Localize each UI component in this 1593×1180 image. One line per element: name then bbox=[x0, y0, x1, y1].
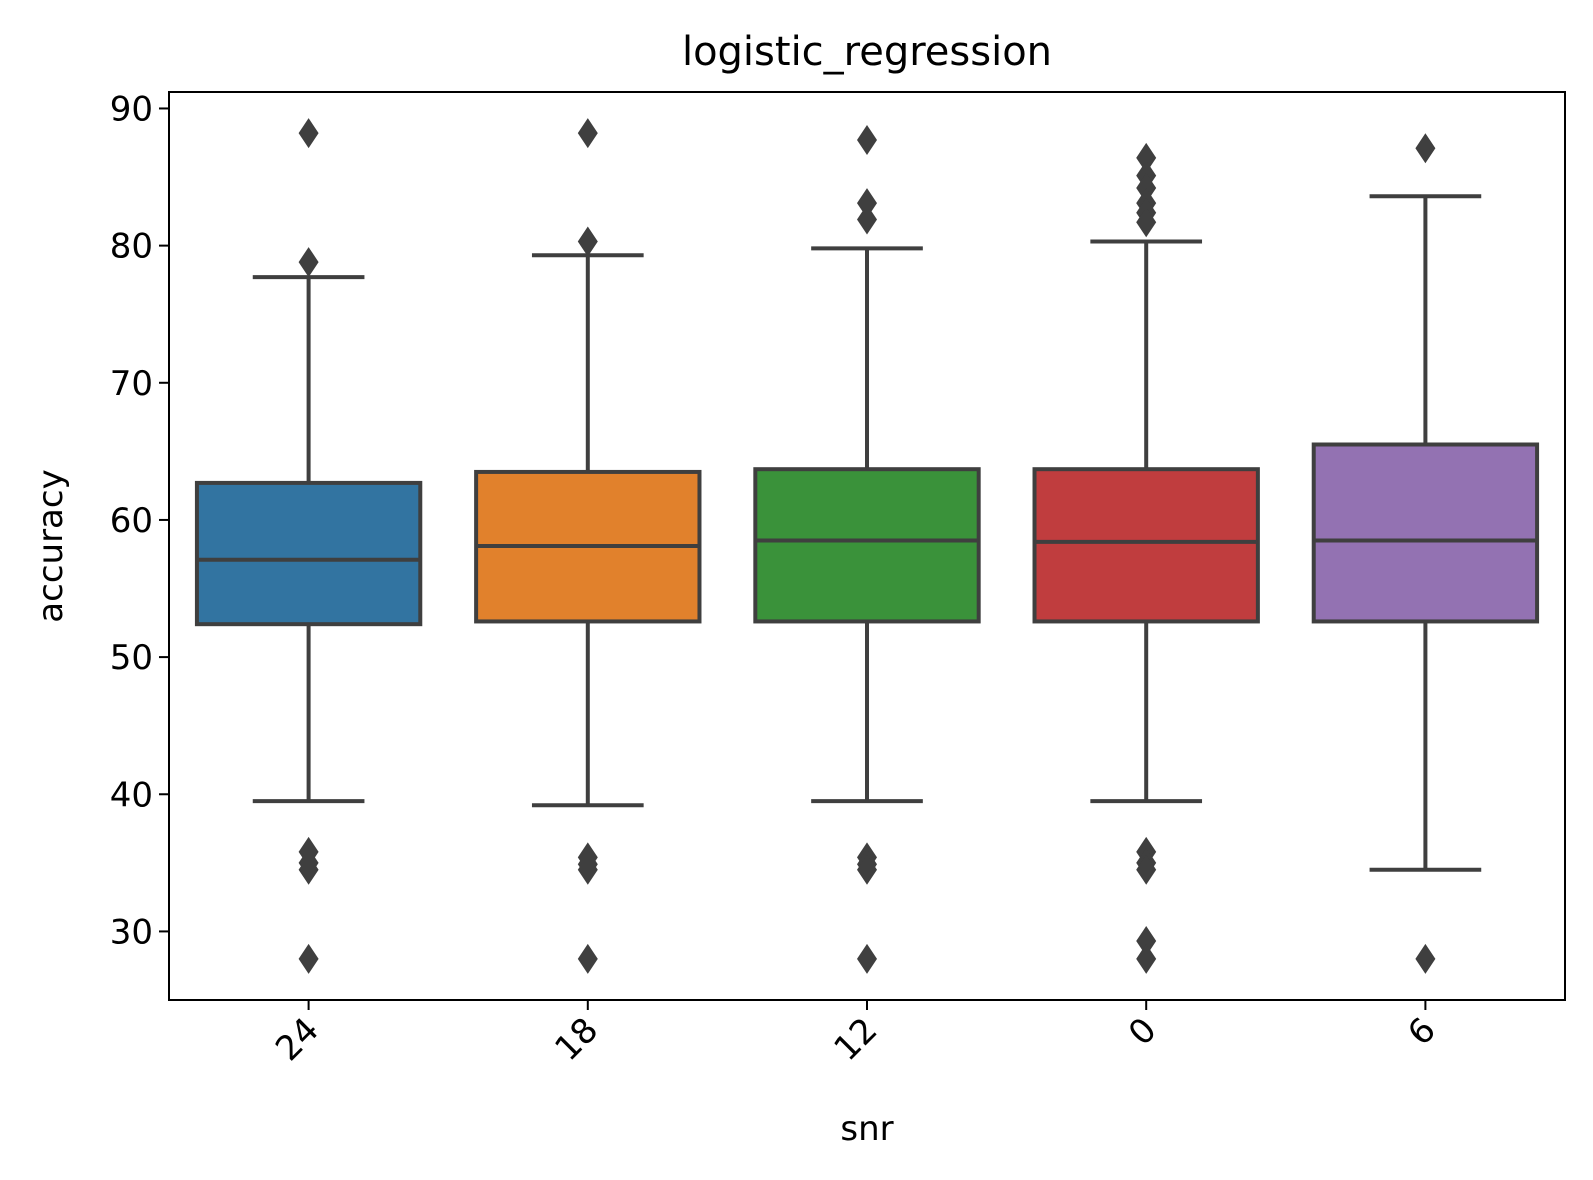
outlier-point bbox=[577, 118, 598, 149]
chart-title: logistic_regression bbox=[682, 29, 1052, 75]
outlier-point bbox=[298, 118, 319, 149]
box-iqr bbox=[194, 480, 423, 627]
outlier-point bbox=[298, 247, 319, 278]
x-axis-label: snr bbox=[840, 1109, 893, 1149]
outlier-point bbox=[577, 943, 598, 974]
y-tick-label: 70 bbox=[110, 364, 153, 404]
box-group bbox=[1032, 142, 1260, 974]
outlier-point bbox=[1136, 207, 1157, 238]
y-tick-label: 50 bbox=[110, 638, 153, 678]
outlier-point bbox=[1136, 854, 1157, 885]
outlier-point bbox=[857, 125, 877, 156]
box-group bbox=[1311, 133, 1540, 974]
y-tick-label: 60 bbox=[110, 501, 153, 541]
outlier-point bbox=[1136, 173, 1157, 204]
box-iqr bbox=[753, 467, 981, 624]
outlier-point bbox=[857, 204, 877, 235]
y-tick-label: 80 bbox=[110, 227, 153, 267]
y-tick-label: 30 bbox=[110, 912, 153, 952]
box-group bbox=[753, 125, 981, 974]
boxes-layer bbox=[194, 118, 1540, 974]
y-tick-label: 40 bbox=[110, 775, 153, 815]
outlier-point bbox=[857, 188, 877, 219]
outlier-point bbox=[577, 854, 598, 885]
box-iqr bbox=[1032, 467, 1260, 624]
outlier-point bbox=[298, 854, 319, 885]
outlier-point bbox=[1415, 943, 1436, 974]
outlier-point bbox=[1136, 926, 1157, 957]
box-group bbox=[474, 118, 702, 974]
outlier-point bbox=[857, 943, 877, 974]
box-group bbox=[194, 118, 423, 974]
y-axis: 30 40 50 60 70 80 90 bbox=[110, 89, 169, 952]
outlier-point bbox=[298, 943, 319, 974]
outlier-point bbox=[1136, 142, 1157, 173]
box-iqr bbox=[1311, 442, 1540, 624]
outlier-point bbox=[857, 854, 877, 885]
plot-frame bbox=[168, 91, 1566, 1001]
y-axis-label: accuracy bbox=[31, 469, 71, 622]
outlier-point bbox=[1415, 133, 1436, 164]
outlier-point bbox=[1136, 943, 1157, 974]
y-tick-label: 90 bbox=[110, 89, 153, 129]
outlier-point bbox=[577, 226, 598, 257]
